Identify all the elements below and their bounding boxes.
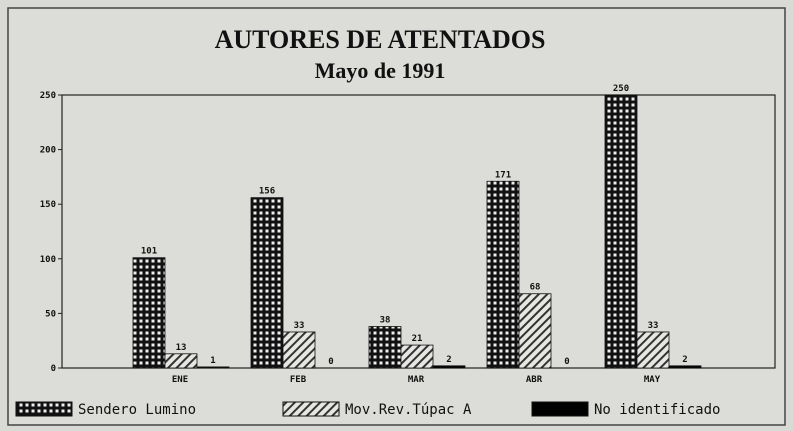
value-label: 171 [495, 170, 511, 180]
bar [132, 257, 166, 369]
legend-swatch [15, 401, 73, 417]
legend-swatch [282, 401, 340, 417]
bar [368, 326, 402, 369]
y-tick-label: 50 [45, 309, 56, 319]
x-tick-label: ABR [526, 375, 543, 385]
y-tick-label: 250 [40, 91, 56, 101]
y-tick-label: 100 [40, 255, 56, 265]
bar [400, 344, 434, 369]
bar [196, 366, 230, 369]
x-tick-label: ENE [172, 375, 188, 385]
x-tick-label: FEB [290, 375, 307, 385]
value-label: 0 [328, 357, 333, 367]
x-tick-label: MAY [644, 375, 661, 385]
bar [486, 180, 520, 369]
value-label: 1 [210, 356, 215, 366]
bar [250, 197, 284, 369]
value-label: 0 [564, 357, 569, 367]
bar [668, 365, 702, 369]
bar [432, 365, 466, 369]
bar [282, 331, 316, 369]
legend-label: Mov.Rev.Túpac A [345, 402, 472, 418]
bar [518, 293, 552, 369]
value-label: 2 [446, 355, 451, 365]
legend-label: Sendero Lumino [78, 402, 196, 418]
value-label: 21 [412, 334, 423, 344]
value-label: 156 [259, 187, 275, 197]
legend-label: No identificado [594, 402, 720, 418]
value-label: 2 [682, 355, 687, 365]
value-label: 33 [648, 321, 659, 331]
value-label: 101 [141, 247, 157, 257]
value-label: 13 [176, 343, 187, 353]
bar [636, 331, 670, 369]
y-tick-label: 0 [51, 364, 56, 374]
y-tick-label: 200 [40, 146, 56, 156]
legend-swatch [531, 401, 589, 417]
value-label: 68 [530, 283, 541, 293]
value-label: 33 [294, 321, 305, 331]
value-label: 38 [380, 316, 391, 326]
bar [164, 353, 198, 369]
bar [604, 94, 638, 369]
value-label: 250 [613, 84, 629, 94]
chart-subtitle: Mayo de 1991 [315, 58, 446, 83]
x-tick-label: MAR [408, 375, 425, 385]
chart-title: AUTORES DE ATENTADOS [215, 25, 546, 54]
y-tick-label: 150 [40, 200, 56, 210]
